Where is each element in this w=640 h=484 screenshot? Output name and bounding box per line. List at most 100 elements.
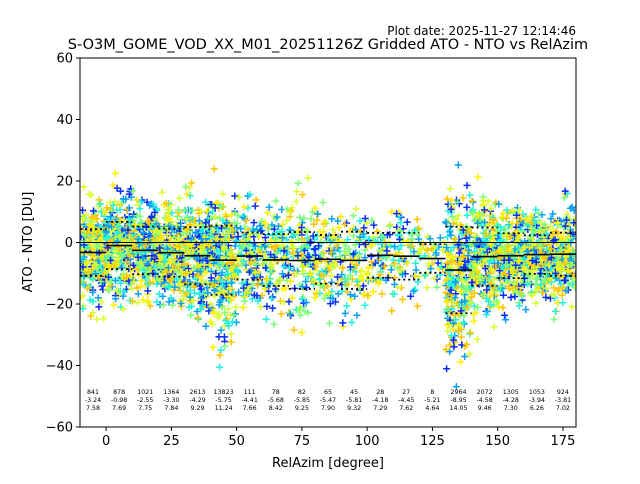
data-point [231,192,239,200]
data-point [89,275,97,283]
data-point [149,200,157,208]
data-point [200,261,208,269]
data-point [501,311,508,319]
data-point [134,235,142,243]
data-point [399,271,407,279]
data-point [136,225,144,233]
data-point [484,197,492,205]
data-point [490,323,498,331]
data-point [176,272,184,280]
data-point [148,252,156,260]
data-point [442,289,450,297]
data-point [371,259,379,267]
data-point [216,363,224,371]
data-point [85,190,93,198]
data-point [164,206,172,214]
data-point [107,205,115,213]
data-point [278,270,286,278]
data-point [343,302,351,310]
data-point [253,292,261,300]
data-point [85,221,93,229]
data-point [458,298,466,306]
data-point [448,196,456,204]
data-point [300,263,308,271]
x-tick-label: 100 [355,434,380,449]
data-point [163,268,171,276]
data-point [499,264,507,272]
data-point [542,284,550,292]
data-point [207,274,215,282]
data-point [488,265,496,273]
bin-annotations: 841-3.247.58878-0.987.691021-2.557.75136… [85,389,571,412]
data-point [480,290,488,298]
data-point [310,220,318,228]
data-point [106,282,114,290]
data-point [195,290,203,298]
data-point [459,194,467,202]
bin-n-label: 78 [272,389,280,396]
data-point [199,225,207,233]
data-point [364,264,372,272]
data-point [174,261,182,269]
x-tick-label: 50 [228,434,245,449]
data-point [350,250,358,258]
data-point [508,219,516,227]
data-point [532,206,540,214]
data-point [130,278,138,286]
bin-sd-label: 7.66 [243,405,257,412]
data-point [202,268,210,276]
data-point [375,255,383,263]
data-point [422,270,430,278]
data-point [248,295,256,303]
data-point [292,270,300,278]
data-point [244,204,252,212]
data-point [136,262,144,270]
data-point [456,321,464,329]
data-point [126,220,134,228]
data-point [284,271,292,279]
data-point [539,289,547,297]
data-point [137,218,145,226]
data-point [93,215,101,223]
data-point [557,280,565,288]
data-point [273,228,281,236]
data-point [527,219,535,227]
data-point [273,249,281,257]
bin-mean-label: -4.28 [503,397,519,404]
chart-title: S-O3M_GOME_VOD_XX_M01_20251126Z Gridded … [68,37,588,53]
data-point [353,277,361,285]
data-point [278,220,286,228]
data-point [481,265,489,273]
data-point [426,235,434,243]
data-point [352,226,360,234]
data-point [95,196,103,204]
data-point [367,252,375,260]
bin-sd-label: 6.26 [530,405,544,412]
data-point [564,267,572,275]
data-point [207,300,215,308]
data-point [160,250,168,258]
data-point [105,287,113,295]
data-point [134,201,142,209]
data-point [513,211,521,219]
data-point [267,250,275,258]
data-point [90,252,98,260]
data-point [202,322,210,330]
data-point [551,307,559,315]
data-point [348,318,356,326]
data-point [239,292,247,300]
data-point [102,209,110,217]
data-point [250,219,258,227]
data-point [167,294,175,302]
data-point [528,256,536,264]
data-point [513,284,521,292]
data-point [250,274,258,282]
data-point [121,288,129,296]
data-point [468,197,476,205]
data-point [193,255,201,263]
bin-mean-label: -2.55 [137,397,153,404]
data-point [89,309,97,317]
data-point [84,284,92,292]
data-point [127,255,135,263]
data-point [146,201,154,209]
